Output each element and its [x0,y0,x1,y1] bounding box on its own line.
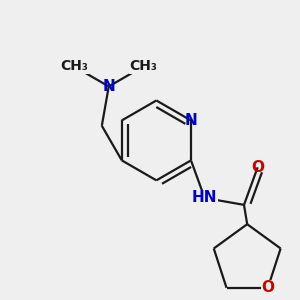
Text: O: O [251,160,264,175]
Text: N: N [184,113,197,128]
Text: CH₃: CH₃ [129,59,157,74]
Text: N: N [102,79,115,94]
Text: O: O [261,280,274,295]
Text: HN: HN [192,190,218,206]
Text: CH₃: CH₃ [60,59,88,74]
